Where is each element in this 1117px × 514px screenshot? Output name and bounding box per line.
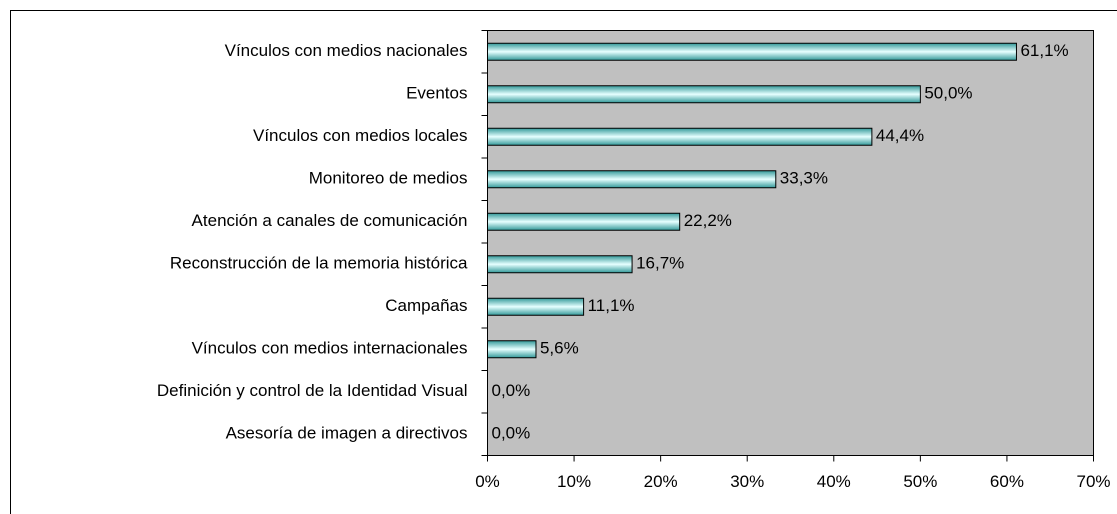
y-tick-label: Vínculos con medios internacionales	[192, 339, 468, 358]
x-tick-label: 10%	[557, 472, 591, 491]
bar	[487, 255, 633, 274]
data-label: 22,2%	[684, 211, 732, 230]
data-label: 16,7%	[636, 254, 684, 273]
data-label: 44,4%	[876, 126, 924, 145]
data-label: 0,0%	[492, 381, 531, 400]
y-tick-label: Campañas	[385, 296, 467, 315]
data-label: 50,0%	[924, 84, 972, 103]
bar	[487, 340, 537, 359]
bar	[487, 127, 873, 146]
x-tick-label: 50%	[903, 472, 937, 491]
y-tick-label: Asesoría de imagen a directivos	[226, 424, 468, 443]
data-label: 33,3%	[780, 169, 828, 188]
data-label: 5,6%	[540, 339, 579, 358]
x-tick-label: 30%	[730, 472, 764, 491]
bar	[487, 42, 1017, 61]
x-tick-label: 70%	[1076, 472, 1110, 491]
y-tick-label: Monitoreo de medios	[309, 169, 468, 188]
x-tick-label: 40%	[817, 472, 851, 491]
y-tick-label: Vínculos con medios locales	[253, 126, 468, 145]
y-tick-label: Atención a canales de comunicación	[192, 211, 468, 230]
data-label: 61,1%	[1020, 41, 1068, 60]
x-tick-label: 20%	[644, 472, 678, 491]
y-tick-label: Definición y control de la Identidad Vis…	[157, 381, 468, 400]
y-tick-label: Vínculos con medios nacionales	[225, 41, 468, 60]
bar	[487, 85, 921, 104]
bar	[487, 170, 777, 189]
bar	[487, 212, 681, 231]
data-label: 11,1%	[588, 296, 635, 315]
data-label: 0,0%	[492, 424, 531, 443]
x-tick-label: 0%	[475, 472, 500, 491]
y-tick-label: Reconstrucción de la memoria histórica	[170, 254, 468, 273]
bar	[487, 297, 585, 316]
x-tick-label: 60%	[990, 472, 1024, 491]
y-tick-label: Eventos	[406, 84, 467, 103]
